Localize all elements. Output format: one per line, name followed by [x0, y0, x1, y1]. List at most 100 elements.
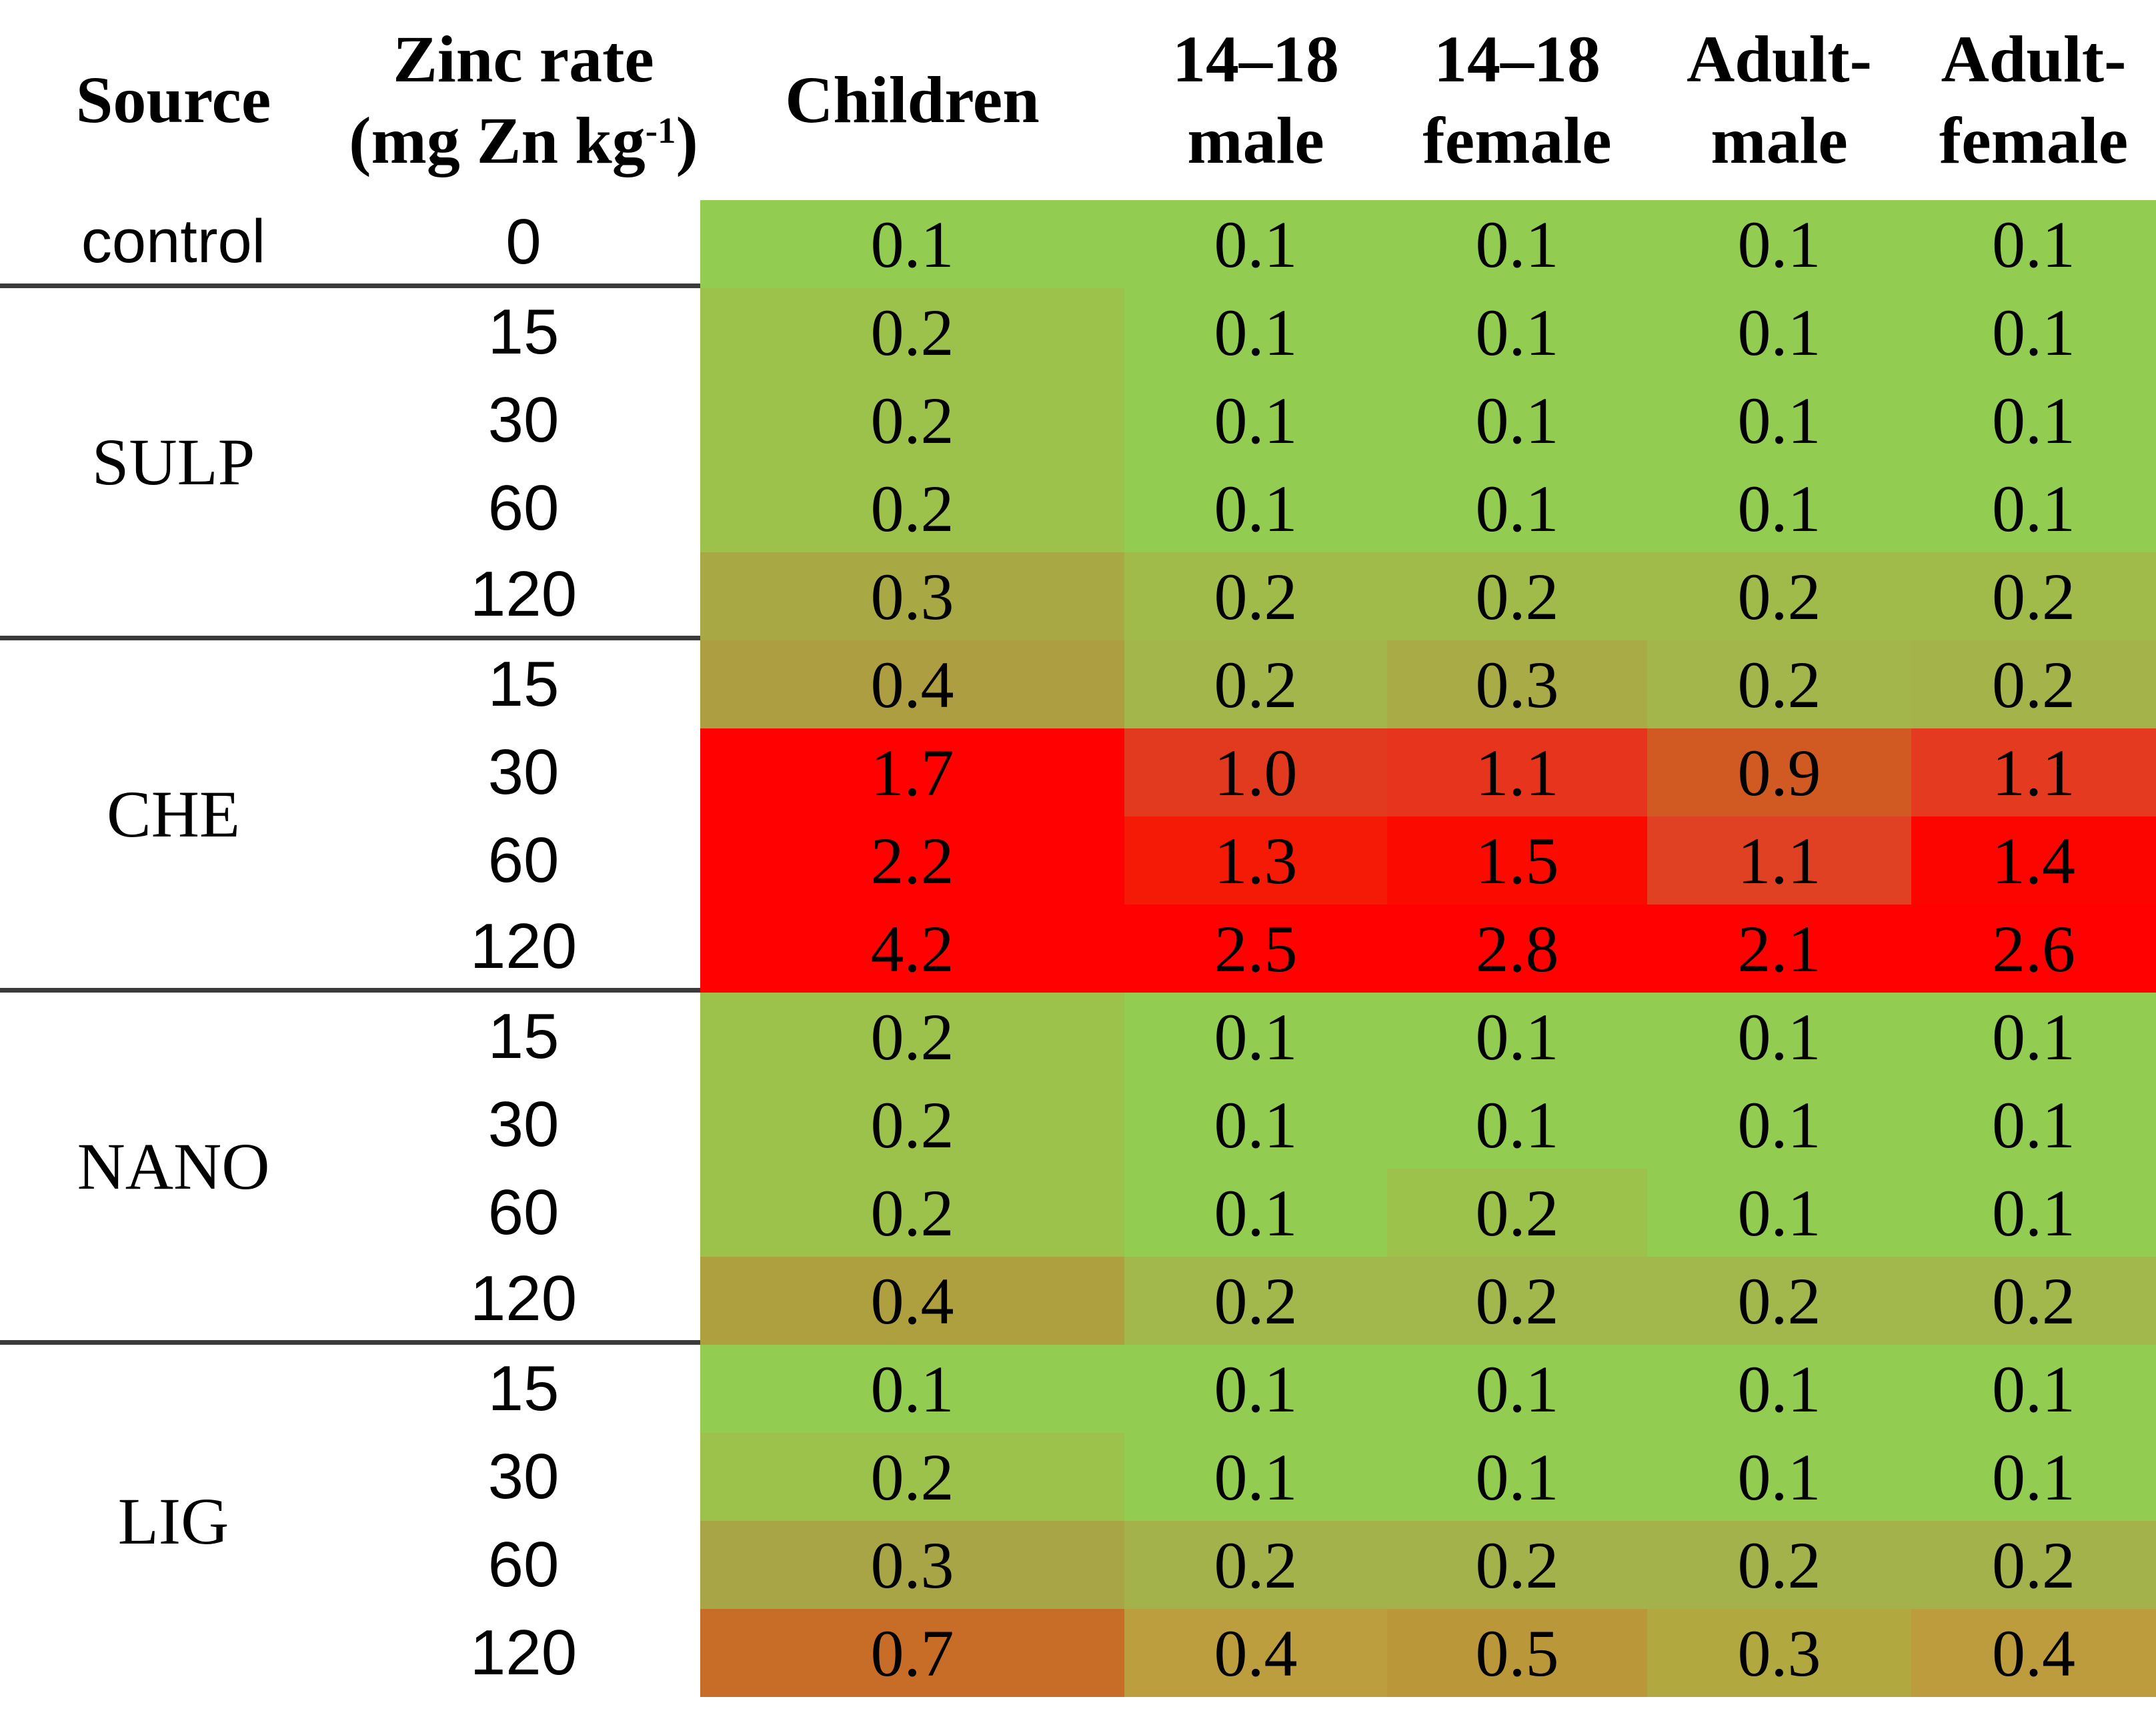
heatmap-cell: 0.1 — [1647, 1169, 1911, 1257]
source-label-nano: NANO — [0, 993, 347, 1345]
column-header-zinc-rate: Zinc rate (mg Zn kg-1) — [347, 0, 700, 200]
heatmap-cell: 0.1 — [1124, 993, 1387, 1081]
heatmap-cell: 0.2 — [1124, 1521, 1387, 1609]
zinc-rate-value: 15 — [347, 1345, 700, 1433]
zinc-rate-value: 60 — [347, 816, 700, 905]
zinc-rate-value: 60 — [347, 1521, 700, 1609]
heatmap-cell: 1.1 — [1911, 728, 2156, 816]
heatmap-cell: 0.1 — [1647, 376, 1911, 464]
heatmap-cell: 0.3 — [1387, 640, 1647, 728]
heatmap-cell: 0.2 — [700, 1433, 1124, 1521]
heatmap-cell: 0.1 — [1124, 288, 1387, 376]
heatmap-cell: 0.2 — [1387, 1169, 1647, 1257]
column-header-source: Source — [0, 0, 347, 200]
heatmap-cell: 1.5 — [1387, 816, 1647, 905]
heatmap-cell: 0.2 — [1387, 1257, 1647, 1345]
heatmap-cell: 0.1 — [1124, 376, 1387, 464]
zinc-rate-value: 30 — [347, 728, 700, 816]
heatmap-cell: 0.4 — [700, 1257, 1124, 1345]
source-label-che: CHE — [0, 640, 347, 993]
heatmap-cell: 0.2 — [1124, 1257, 1387, 1345]
heatmap-cell: 0.2 — [1387, 552, 1647, 640]
heatmap-cell: 2.8 — [1387, 905, 1647, 993]
heatmap-cell: 0.2 — [1387, 1521, 1647, 1609]
heatmap-cell: 1.0 — [1124, 728, 1387, 816]
heatmap-cell: 1.4 — [1911, 816, 2156, 905]
source-label-sulp: SULP — [0, 288, 347, 640]
heatmap-cell: 0.2 — [1647, 1521, 1911, 1609]
heatmap-cell: 2.6 — [1911, 905, 2156, 993]
heatmap-cell: 1.3 — [1124, 816, 1387, 905]
zinc-rate-value: 120 — [347, 905, 700, 993]
heatmap-cell: 0.1 — [1911, 464, 2156, 552]
heatmap-cell: 1.1 — [1387, 728, 1647, 816]
heatmap-cell: 0.1 — [1911, 1433, 2156, 1521]
heatmap-cell: 0.3 — [1647, 1609, 1911, 1697]
heatmap-cell: 0.1 — [1911, 993, 2156, 1081]
heatmap-cell: 1.1 — [1647, 816, 1911, 905]
zinc-rate-value: 15 — [347, 993, 700, 1081]
heatmap-cell: 0.1 — [1647, 464, 1911, 552]
heatmap-cell: 0.1 — [1124, 1169, 1387, 1257]
heatmap-cell: 0.2 — [700, 464, 1124, 552]
heatmap-cell: 2.2 — [700, 816, 1124, 905]
heatmap-cell: 0.2 — [1911, 552, 2156, 640]
heatmap-cell: 0.1 — [1387, 376, 1647, 464]
source-label-control: control — [0, 200, 347, 288]
zinc-rate-value: 120 — [347, 1257, 700, 1345]
heatmap-cell: 0.1 — [1124, 464, 1387, 552]
heatmap-cell: 4.2 — [700, 905, 1124, 993]
heatmap-cell: 0.1 — [1387, 1345, 1647, 1433]
heatmap-cell: 0.3 — [700, 1521, 1124, 1609]
heatmap-cell: 0.2 — [1647, 640, 1911, 728]
zinc-rate-value: 60 — [347, 464, 700, 552]
heatmap-cell: 0.1 — [1124, 1081, 1387, 1169]
heatmap-cell: 0.7 — [700, 1609, 1124, 1697]
heatmap-cell: 0.1 — [1387, 464, 1647, 552]
heatmap-cell: 0.2 — [700, 376, 1124, 464]
column-header-children: Children — [700, 0, 1124, 200]
heatmap-cell: 0.1 — [1124, 1345, 1387, 1433]
zinc-rate-header-unit: (mg Zn kg-1) — [349, 103, 698, 177]
heatmap-cell: 0.2 — [1647, 552, 1911, 640]
zinc-rate-value: 120 — [347, 552, 700, 640]
heatmap-cell: 0.2 — [1911, 1521, 2156, 1609]
heatmap-cell: 1.7 — [700, 728, 1124, 816]
zinc-rate-value: 30 — [347, 1081, 700, 1169]
zinc-rate-value: 30 — [347, 1433, 700, 1521]
heatmap-cell: 0.2 — [700, 1169, 1124, 1257]
heatmap-cell: 0.1 — [1124, 1433, 1387, 1521]
heatmap-cell: 0.1 — [1911, 1169, 2156, 1257]
heatmap-cell: 0.5 — [1387, 1609, 1647, 1697]
heatmap-cell: 0.4 — [1911, 1609, 2156, 1697]
heatmap-cell: 0.1 — [1647, 1081, 1911, 1169]
heatmap-cell: 0.1 — [1647, 200, 1911, 288]
heatmap-cell: 0.1 — [1911, 376, 2156, 464]
heatmap-cell: 0.2 — [700, 993, 1124, 1081]
zinc-rate-unit-superscript: -1 — [645, 109, 676, 151]
heatmap-cell: 0.4 — [700, 640, 1124, 728]
heatmap-cell: 0.9 — [1647, 728, 1911, 816]
heatmap-cell: 0.2 — [1911, 1257, 2156, 1345]
heatmap-cell: 0.4 — [1124, 1609, 1387, 1697]
column-header-adult-female: Adult- female — [1911, 0, 2156, 200]
heatmap-cell: 2.5 — [1124, 905, 1387, 993]
heatmap-cell: 0.2 — [1124, 552, 1387, 640]
zinc-rate-value: 0 — [347, 200, 700, 288]
heatmap-cell: 0.1 — [700, 200, 1124, 288]
heatmap-cell: 0.1 — [1647, 1433, 1911, 1521]
heatmap-cell: 0.1 — [1124, 200, 1387, 288]
column-header-adult-male: Adult- male — [1647, 0, 1911, 200]
heatmap-cell: 0.2 — [1911, 640, 2156, 728]
heatmap-cell: 2.1 — [1647, 905, 1911, 993]
heatmap-cell: 0.1 — [1647, 993, 1911, 1081]
column-header-children-label: Children — [785, 63, 1040, 137]
heatmap-cell: 0.1 — [1387, 993, 1647, 1081]
zinc-rate-value: 60 — [347, 1169, 700, 1257]
heatmap-cell: 0.2 — [700, 1081, 1124, 1169]
heatmap-cell: 0.1 — [1387, 288, 1647, 376]
zinc-rate-value: 120 — [347, 1609, 700, 1697]
heatmap-cell: 0.1 — [1911, 1345, 2156, 1433]
